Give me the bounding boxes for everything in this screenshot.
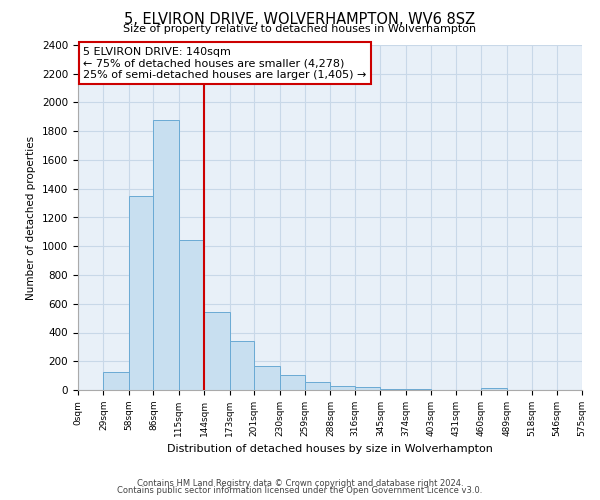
Bar [179,240,204,390]
Bar [355,387,380,390]
Bar [230,341,254,390]
Bar [254,366,280,390]
Bar [582,387,600,390]
Bar [305,382,331,390]
Text: 5 ELVIRON DRIVE: 140sqm
← 75% of detached houses are smaller (4,278)
25% of semi: 5 ELVIRON DRIVE: 140sqm ← 75% of detache… [83,46,367,80]
Bar [380,388,406,390]
Text: 5, ELVIRON DRIVE, WOLVERHAMPTON, WV6 8SZ: 5, ELVIRON DRIVE, WOLVERHAMPTON, WV6 8SZ [124,12,476,28]
Bar [154,120,179,390]
Text: Contains HM Land Registry data © Crown copyright and database right 2024.: Contains HM Land Registry data © Crown c… [137,478,463,488]
Text: Size of property relative to detached houses in Wolverhampton: Size of property relative to detached ho… [124,24,476,34]
Bar [129,196,154,390]
X-axis label: Distribution of detached houses by size in Wolverhampton: Distribution of detached houses by size … [167,444,493,454]
Y-axis label: Number of detached properties: Number of detached properties [26,136,37,300]
Bar [280,375,305,390]
Text: Contains public sector information licensed under the Open Government Licence v3: Contains public sector information licen… [118,486,482,495]
Bar [103,372,129,390]
Bar [481,388,506,390]
Bar [204,312,230,390]
Bar [331,386,355,390]
